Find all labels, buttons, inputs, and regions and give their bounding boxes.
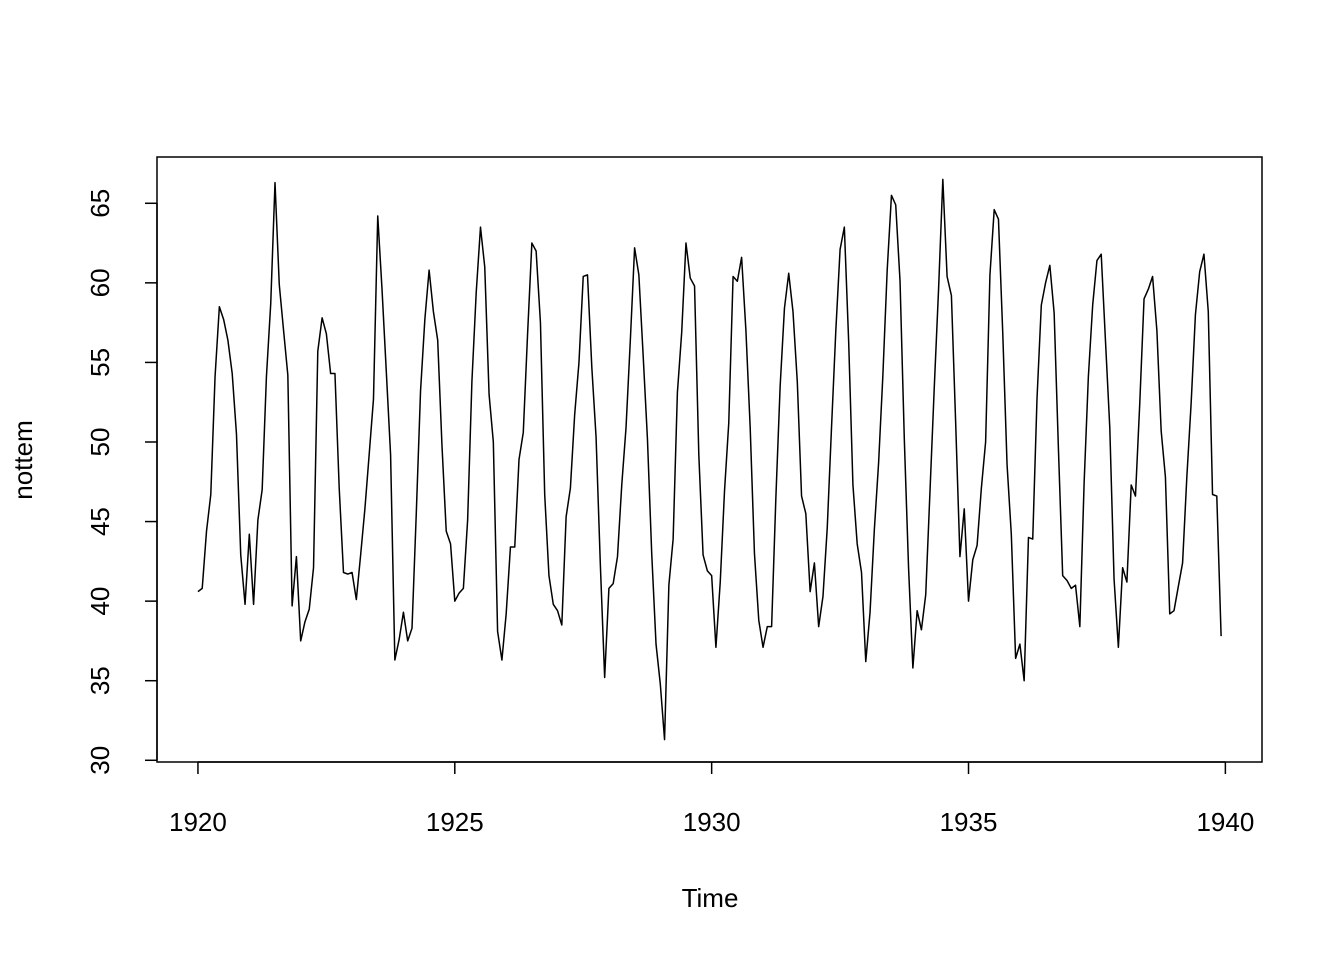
y-axis-label: nottem (8, 420, 38, 500)
x-tick-label: 1940 (1196, 807, 1254, 837)
y-tick-label: 35 (85, 666, 115, 695)
y-tick-label: 60 (85, 268, 115, 297)
data-line (197, 178, 1222, 741)
x-tick-label: 1930 (683, 807, 741, 837)
y-tick-label: 40 (85, 587, 115, 616)
y-tick-label: 65 (85, 189, 115, 218)
plot-frame (156, 156, 1263, 763)
y-tick-label: 55 (85, 348, 115, 377)
x-tick-label: 1925 (426, 807, 484, 837)
y-tick-label: 45 (85, 507, 115, 536)
x-tick-label: 1920 (169, 807, 227, 837)
y-tick-label: 50 (85, 428, 115, 457)
y-tick-label: 30 (85, 746, 115, 775)
x-axis-label: Time (682, 883, 739, 913)
x-tick-label: 1935 (940, 807, 998, 837)
